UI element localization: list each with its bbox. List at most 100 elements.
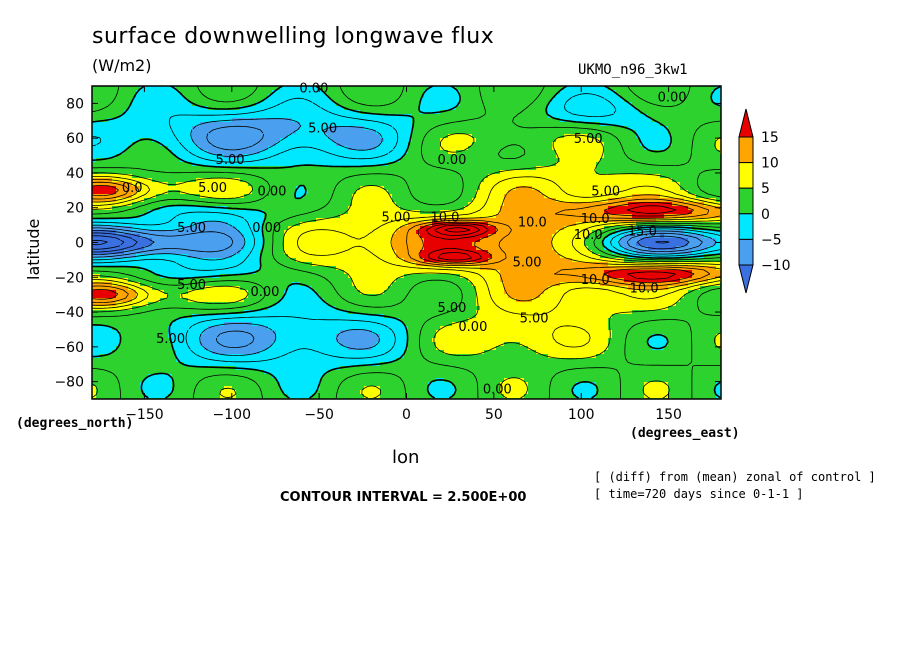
field-cell — [180, 194, 185, 199]
field-cell — [640, 154, 645, 159]
field-cell — [428, 198, 433, 203]
field-cell — [332, 162, 337, 167]
field-cell — [544, 170, 549, 175]
field-cell — [320, 98, 325, 103]
field-cell — [680, 134, 685, 139]
field-cell — [400, 202, 405, 207]
field-cell — [244, 138, 249, 143]
field-cell — [556, 206, 561, 211]
field-cell — [236, 122, 241, 127]
field-cell — [376, 126, 381, 131]
field-cell — [712, 182, 717, 187]
field-cell — [188, 178, 193, 183]
field-cell — [568, 126, 573, 131]
field-cell — [372, 210, 377, 215]
field-cell — [560, 142, 565, 147]
field-cell — [460, 186, 465, 191]
field-cell — [676, 98, 681, 103]
field-cell — [116, 138, 121, 143]
field-cell — [548, 158, 553, 163]
field-cell — [276, 110, 281, 115]
field-cell — [392, 190, 397, 195]
field-cell — [692, 130, 697, 135]
field-cell — [712, 118, 717, 123]
field-cell — [144, 154, 149, 159]
field-cell — [288, 110, 293, 115]
field-cell — [660, 130, 665, 135]
field-cell — [364, 186, 369, 191]
field-cell — [592, 154, 597, 159]
field-cell — [444, 182, 449, 187]
field-cell — [356, 142, 361, 147]
field-cell — [160, 102, 165, 107]
field-cell — [716, 114, 721, 119]
field-cell — [596, 190, 601, 195]
field-cell — [708, 150, 713, 155]
field-cell — [196, 122, 201, 127]
field-cell — [592, 98, 597, 103]
field-cell — [564, 150, 569, 155]
field-cell — [548, 154, 553, 159]
field-cell — [152, 126, 157, 131]
field-cell — [408, 186, 413, 191]
field-cell — [204, 86, 209, 91]
field-cell — [332, 114, 337, 119]
field-cell — [644, 86, 649, 91]
field-cell — [656, 186, 661, 191]
field-cell — [156, 110, 161, 115]
field-cell — [668, 118, 673, 123]
field-cell — [156, 142, 161, 147]
field-cell — [232, 202, 237, 207]
field-cell — [380, 106, 385, 111]
field-cell — [668, 190, 673, 195]
field-cell — [436, 150, 441, 155]
field-cell — [576, 154, 581, 159]
field-cell — [600, 190, 605, 195]
field-cell — [276, 142, 281, 147]
field-cell — [636, 146, 641, 151]
field-cell — [324, 170, 329, 175]
field-cell — [648, 122, 653, 127]
field-cell — [164, 174, 169, 179]
field-cell — [644, 90, 649, 95]
field-cell — [324, 130, 329, 135]
field-cell — [680, 94, 685, 99]
field-cell — [320, 150, 325, 155]
field-cell — [576, 174, 581, 179]
field-cell — [304, 198, 309, 203]
field-cell — [332, 210, 337, 215]
field-cell — [392, 110, 397, 115]
field-cell — [400, 150, 405, 155]
field-cell — [548, 142, 553, 147]
field-cell — [336, 126, 341, 131]
field-cell — [684, 126, 689, 131]
field-cell — [312, 182, 317, 187]
field-cell — [416, 114, 421, 119]
field-cell — [444, 198, 449, 203]
field-cell — [324, 102, 329, 107]
field-cell — [332, 122, 337, 127]
field-cell — [460, 114, 465, 119]
field-cell — [412, 134, 417, 139]
field-cell — [592, 174, 597, 179]
field-cell — [324, 190, 329, 195]
field-cell — [616, 146, 621, 151]
field-cell — [324, 114, 329, 119]
field-cell — [556, 194, 561, 199]
field-cell — [504, 90, 509, 95]
field-cell — [412, 206, 417, 211]
field-cell — [596, 158, 601, 163]
field-cell — [612, 138, 617, 143]
field-cell — [656, 130, 661, 135]
field-cell — [376, 202, 381, 207]
field-cell — [220, 142, 225, 147]
field-cell — [520, 114, 525, 119]
field-cell — [468, 206, 473, 211]
field-cell — [424, 146, 429, 151]
field-cell — [360, 158, 365, 163]
field-cell — [396, 90, 401, 95]
field-cell — [544, 130, 549, 135]
field-cell — [292, 90, 297, 95]
field-cell — [168, 94, 173, 99]
field-cell — [276, 118, 281, 123]
